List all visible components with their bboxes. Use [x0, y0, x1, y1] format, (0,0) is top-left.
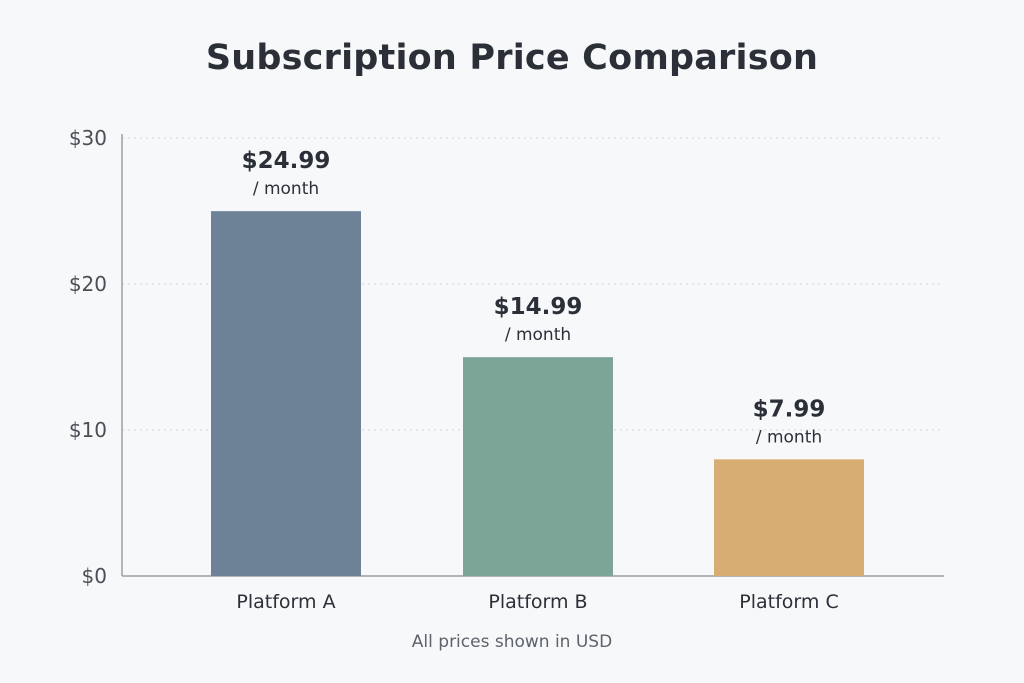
bar-unit-label: / month — [253, 179, 319, 199]
bar-value-label: $7.99 — [753, 396, 826, 422]
bar-platform-c — [714, 459, 864, 576]
bar-platform-a — [211, 211, 361, 576]
bar-platform-b — [463, 357, 613, 576]
y-tick-label: $20 — [69, 272, 107, 296]
bar-unit-label: / month — [505, 325, 571, 345]
chart-footnote: All prices shown in USD — [411, 632, 613, 652]
chart-title: Subscription Price Comparison — [205, 38, 819, 78]
x-category-label: Platform A — [236, 591, 335, 613]
bar-value-label: $14.99 — [494, 294, 583, 320]
y-tick-label: $10 — [69, 418, 107, 442]
x-category-label: Platform B — [488, 591, 587, 613]
x-category-label: Platform C — [739, 591, 838, 613]
bar-value-label: $24.99 — [242, 148, 331, 174]
y-tick-label: $30 — [69, 126, 107, 150]
y-tick-label: $0 — [82, 564, 107, 588]
bar-unit-label: / month — [756, 427, 822, 447]
